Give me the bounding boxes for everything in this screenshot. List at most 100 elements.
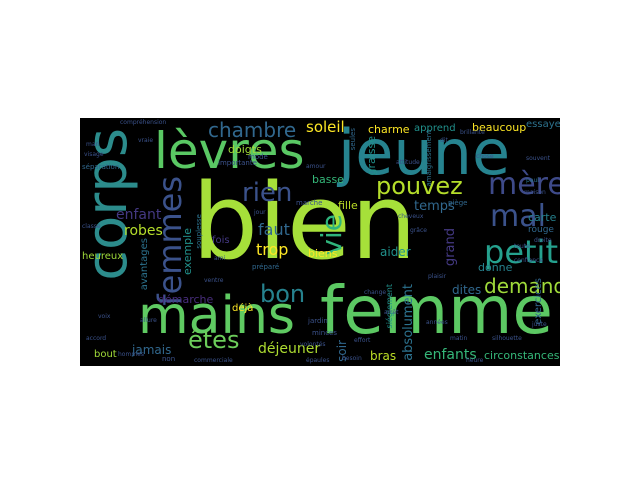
word-doigts: doigts: [228, 143, 262, 156]
word-enfant: enfant: [116, 207, 162, 223]
word-toute: toute: [514, 243, 530, 250]
word-exemple: exemple: [181, 228, 194, 276]
word-trop: trop: [256, 240, 289, 259]
word-comprehension: compréhension: [120, 119, 167, 126]
word-jardin: jardin: [308, 317, 328, 325]
word-bout: bout: [94, 349, 117, 360]
word-bras: bras: [370, 349, 397, 363]
word-beaucoup: beaucoup: [472, 121, 527, 134]
word-mere: mère: [488, 167, 560, 202]
word-cloud: bien femme jeune corps lèvres mains femm…: [80, 118, 560, 366]
word-deja: déjà: [232, 303, 254, 314]
word-petit: petit: [484, 233, 558, 271]
word-annees: années: [426, 319, 448, 326]
word-cheveux: cheveux: [398, 213, 424, 220]
word-plaisir: plaisir: [428, 273, 447, 280]
word-souvent: souvent: [526, 155, 550, 162]
word-brillante: brillante: [460, 129, 485, 136]
word-non: non: [162, 355, 176, 363]
word-classe: classe: [82, 223, 101, 230]
word-grand: grand: [443, 228, 458, 267]
word-mains: mains: [138, 286, 296, 346]
word-maison: maison: [524, 189, 546, 196]
word-exercices: exercices: [533, 278, 544, 325]
word-temps: temps: [414, 199, 455, 214]
word-biens: biens: [308, 247, 338, 260]
word-soleil: soleil: [306, 118, 345, 136]
word-graisse: graisse: [365, 136, 378, 176]
word-mal: mal: [490, 199, 546, 234]
word-commerciale: commerciale: [194, 357, 233, 364]
word-silhouette: silhouette: [492, 335, 522, 342]
word-essayer: essayer: [526, 119, 560, 130]
word-matin: matin: [450, 335, 468, 342]
word-siegement: siéglement: [385, 284, 394, 329]
word-femme: femme: [320, 272, 554, 349]
word-carte: carte: [528, 211, 557, 224]
word-etes: êtes: [188, 326, 240, 354]
word-dejeuner: déjeuner: [258, 341, 321, 357]
word-ventre: ventre: [204, 277, 224, 284]
word-minces: minces: [312, 329, 338, 337]
word-hommes: hommes: [118, 351, 144, 358]
word-circonstances: circonstances: [484, 349, 560, 362]
word-jour: jour: [254, 209, 266, 216]
word-souplesse: souplesse: [195, 214, 203, 249]
word-besoin: besoin: [342, 355, 362, 362]
word-ami: ami: [214, 255, 226, 262]
word-bien: bien: [192, 161, 417, 283]
word-demander: demander: [484, 274, 560, 298]
word-attitude: attitude: [396, 159, 420, 166]
word-prepare: préparé: [252, 263, 280, 271]
word-mari: mari: [86, 141, 100, 148]
word-heureux: heureux: [82, 251, 124, 262]
word-rouge: rouge: [528, 225, 554, 235]
word-accord: accord: [86, 335, 107, 342]
word-pouvez: pouvez: [376, 172, 463, 200]
word-importante: importante: [218, 159, 257, 167]
word-chambre: chambre: [208, 118, 297, 142]
word-jamais: jamais: [132, 343, 172, 357]
word-faut: faut: [258, 220, 290, 239]
word-effort: effort: [354, 337, 371, 344]
word-arret: arrêt: [384, 309, 399, 316]
word-bon: bon: [260, 280, 306, 308]
word-avantages: avantages: [139, 238, 150, 291]
word-amour: amour: [306, 163, 326, 170]
word-enfants: enfants: [424, 347, 477, 363]
word-fois: fois: [212, 235, 230, 246]
word-amaigrissement: amaigrissement: [425, 130, 433, 187]
word-piege: piège: [448, 199, 468, 207]
word-apprend: apprend: [414, 123, 456, 134]
word-mode: mode: [248, 153, 268, 161]
word-basse: basse: [312, 173, 344, 186]
word-demarche: démarche: [158, 293, 214, 306]
word-droite: droite: [534, 237, 552, 244]
word-dites: dites: [452, 283, 482, 297]
word-charme: charme: [368, 123, 410, 136]
word-chose: chose: [476, 153, 494, 160]
word-aider: aider: [380, 245, 411, 259]
word-change: change: [364, 289, 387, 296]
word-levres: lèvres: [154, 122, 305, 180]
word-fille: fille: [338, 199, 358, 212]
word-robes: robes: [124, 223, 163, 239]
word-epaules: épaules: [306, 357, 330, 364]
word-paul: paul: [526, 177, 539, 184]
word-jeune: jeune: [338, 118, 511, 189]
word-rien: rien: [242, 178, 293, 208]
word-voix: voix: [98, 313, 111, 320]
word-dit: dit: [440, 137, 448, 144]
word-vraie: vraie: [138, 137, 154, 144]
word-absolument: absolument: [401, 284, 416, 361]
word-separation: séparation: [82, 163, 120, 171]
word-confiance: confiance: [514, 257, 544, 264]
word-visage: visage: [84, 151, 104, 158]
word-grace: grâce: [410, 227, 427, 234]
word-juste: juste: [532, 321, 547, 328]
word-marche: marche: [296, 199, 323, 207]
word-seules: seules: [349, 128, 357, 151]
word-donne: donne: [478, 261, 513, 274]
word-volontes: volontés: [300, 341, 326, 348]
word-allure: allure: [140, 317, 157, 324]
